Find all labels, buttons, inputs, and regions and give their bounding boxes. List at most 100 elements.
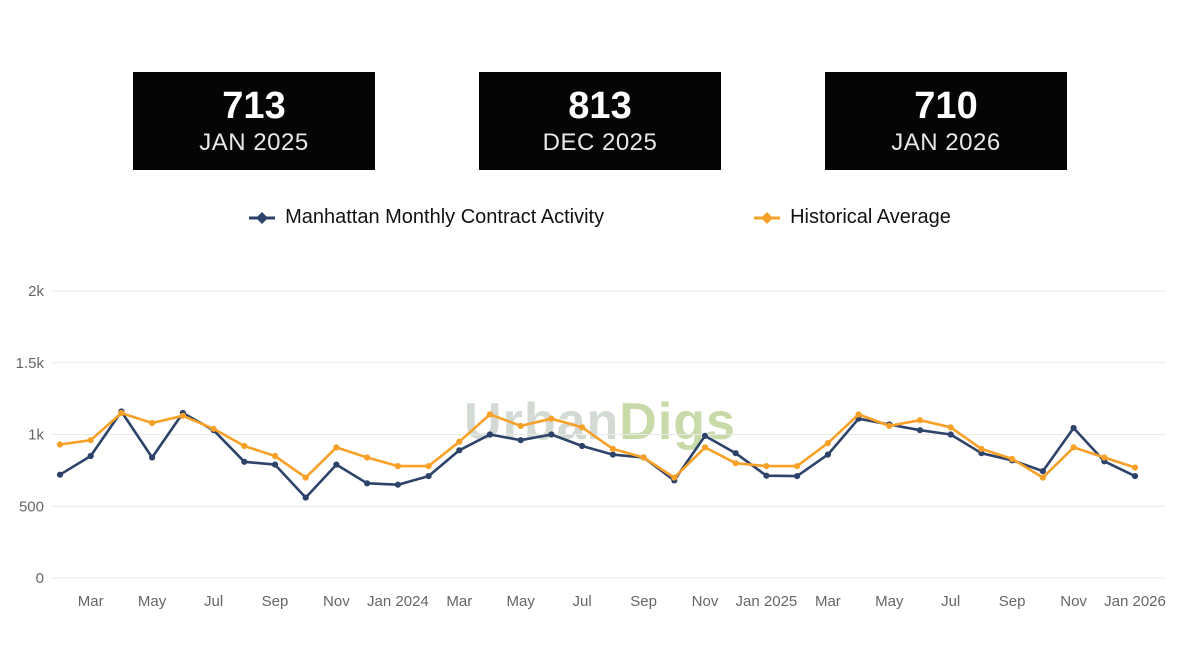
data-point-historical-average[interactable] (149, 419, 156, 427)
legend-item-historical-average[interactable]: Historical Average (754, 206, 951, 229)
data-point-historical-average[interactable] (916, 417, 924, 424)
data-point-historical-average[interactable] (978, 445, 985, 452)
x-axis-label: Jul (573, 593, 592, 610)
data-point-historical-average[interactable] (56, 441, 64, 448)
x-axis-label: Sep (262, 593, 289, 610)
y-axis-label: 1k (28, 427, 44, 444)
data-point-manhattan-monthly-contract-activity[interactable] (824, 451, 832, 458)
data-point-manhattan-monthly-contract-activity[interactable] (732, 450, 739, 457)
data-point-historical-average[interactable] (640, 454, 647, 461)
y-axis-label: 2k (28, 283, 44, 300)
data-point-historical-average[interactable] (824, 440, 832, 447)
data-point-historical-average[interactable] (118, 409, 125, 417)
data-point-historical-average[interactable] (1039, 474, 1046, 481)
x-axis-label: Nov (323, 593, 350, 610)
data-point-historical-average[interactable] (855, 411, 862, 418)
data-point-historical-average[interactable] (548, 415, 555, 422)
x-axis-label: Jan 2026 (1104, 593, 1166, 610)
data-point-manhattan-monthly-contract-activity[interactable] (579, 442, 586, 450)
data-point-historical-average[interactable] (87, 437, 94, 444)
data-point-manhattan-monthly-contract-activity[interactable] (947, 431, 954, 438)
stat-boxes: 713 JAN 2025 813 DEC 2025 710 JAN 2026 (0, 0, 1200, 170)
data-point-manhattan-monthly-contract-activity[interactable] (56, 471, 64, 478)
data-point-manhattan-monthly-contract-activity[interactable] (456, 447, 463, 454)
data-point-manhattan-monthly-contract-activity[interactable] (763, 472, 770, 479)
data-point-historical-average[interactable] (886, 422, 893, 429)
contract-activity-chart: UrbanDigs 0 500 1k 1.5k 2k Mar May Jul Sep Nov Jan… (0, 270, 1200, 630)
data-point-manhattan-monthly-contract-activity[interactable] (1070, 424, 1077, 432)
data-point-historical-average[interactable] (333, 444, 340, 451)
stat-box-jan-2025: 713 JAN 2025 (133, 72, 375, 170)
chart-legend: Manhattan Monthly Contract Activity Hist… (0, 206, 1200, 229)
legend-item-manhattan-contract-activity[interactable]: Manhattan Monthly Contract Activity (249, 206, 604, 229)
x-axis-label: Jul (941, 593, 960, 610)
data-point-historical-average[interactable] (302, 474, 309, 481)
stat-label: JAN 2026 (891, 128, 1001, 156)
data-point-historical-average[interactable] (579, 424, 586, 431)
data-point-historical-average[interactable] (732, 460, 739, 467)
line-diamond-marker-icon (754, 211, 781, 224)
data-point-historical-average[interactable] (947, 424, 954, 431)
stat-value: 813 (568, 85, 632, 128)
x-axis-label: May (138, 593, 167, 610)
x-axis-label: Nov (692, 593, 719, 610)
data-point-manhattan-monthly-contract-activity[interactable] (87, 452, 94, 460)
data-point-historical-average[interactable] (1101, 454, 1108, 461)
y-axis-label: 500 (19, 498, 44, 515)
stat-label: DEC 2025 (542, 128, 658, 156)
stat-box-dec-2025: 813 DEC 2025 (479, 72, 721, 170)
line-chart-canvas: 0 500 1k 1.5k 2k Mar May Jul Sep Nov Jan 2024 Mar Ma… (16, 283, 1166, 610)
stat-value: 713 (222, 85, 286, 128)
x-axis-label: Mar (815, 593, 841, 610)
data-point-historical-average[interactable] (1009, 455, 1016, 462)
data-point-historical-average[interactable] (179, 412, 186, 419)
data-point-historical-average[interactable] (486, 411, 494, 418)
data-point-historical-average[interactable] (425, 463, 432, 470)
data-point-historical-average[interactable] (671, 474, 678, 481)
data-point-manhattan-monthly-contract-activity[interactable] (978, 450, 985, 457)
data-point-historical-average[interactable] (210, 425, 217, 432)
data-point-manhattan-monthly-contract-activity[interactable] (333, 461, 340, 468)
data-point-historical-average[interactable] (271, 452, 279, 460)
data-point-manhattan-monthly-contract-activity[interactable] (425, 473, 432, 480)
data-point-manhattan-monthly-contract-activity[interactable] (1131, 473, 1139, 480)
y-axis-label: 0 (36, 570, 44, 587)
data-point-historical-average[interactable] (394, 463, 401, 470)
data-point-historical-average[interactable] (701, 444, 709, 451)
line-diamond-marker-icon (249, 211, 276, 224)
data-point-manhattan-monthly-contract-activity[interactable] (916, 427, 924, 434)
data-point-historical-average[interactable] (763, 463, 770, 470)
data-point-manhattan-monthly-contract-activity[interactable] (486, 431, 494, 438)
x-axis-label: Jan 2024 (367, 593, 429, 610)
data-point-historical-average[interactable] (241, 442, 248, 450)
stat-box-jan-2026: 710 JAN 2026 (825, 72, 1067, 170)
data-point-historical-average[interactable] (1131, 464, 1139, 471)
data-point-historical-average[interactable] (609, 445, 617, 452)
x-axis-label: Nov (1060, 593, 1087, 610)
data-point-historical-average[interactable] (794, 463, 801, 470)
data-point-manhattan-monthly-contract-activity[interactable] (609, 451, 617, 458)
y-axis-label: 1.5k (16, 355, 45, 372)
data-point-manhattan-monthly-contract-activity[interactable] (517, 437, 524, 444)
data-point-manhattan-monthly-contract-activity[interactable] (794, 473, 801, 480)
data-point-manhattan-monthly-contract-activity[interactable] (271, 461, 279, 468)
data-point-manhattan-monthly-contract-activity[interactable] (149, 454, 156, 461)
data-point-historical-average[interactable] (517, 422, 524, 429)
data-point-manhattan-monthly-contract-activity[interactable] (548, 431, 555, 438)
legend-label: Historical Average (790, 206, 951, 228)
data-point-manhattan-monthly-contract-activity[interactable] (364, 480, 371, 487)
data-point-manhattan-monthly-contract-activity[interactable] (394, 481, 401, 488)
x-axis-label: Mar (78, 593, 104, 610)
data-point-manhattan-monthly-contract-activity[interactable] (241, 458, 248, 465)
stat-value: 710 (914, 85, 978, 128)
series-line-manhattan-monthly-contract-activity (58, 410, 1137, 499)
data-point-historical-average[interactable] (456, 438, 463, 445)
data-point-historical-average[interactable] (364, 454, 371, 461)
data-point-manhattan-monthly-contract-activity[interactable] (302, 494, 309, 501)
data-point-manhattan-monthly-contract-activity[interactable] (1039, 468, 1046, 475)
x-axis-label: Jul (204, 593, 223, 610)
data-point-historical-average[interactable] (1070, 444, 1077, 451)
x-axis-label: Mar (446, 593, 472, 610)
stat-label: JAN 2025 (199, 128, 309, 156)
data-point-manhattan-monthly-contract-activity[interactable] (701, 432, 709, 439)
